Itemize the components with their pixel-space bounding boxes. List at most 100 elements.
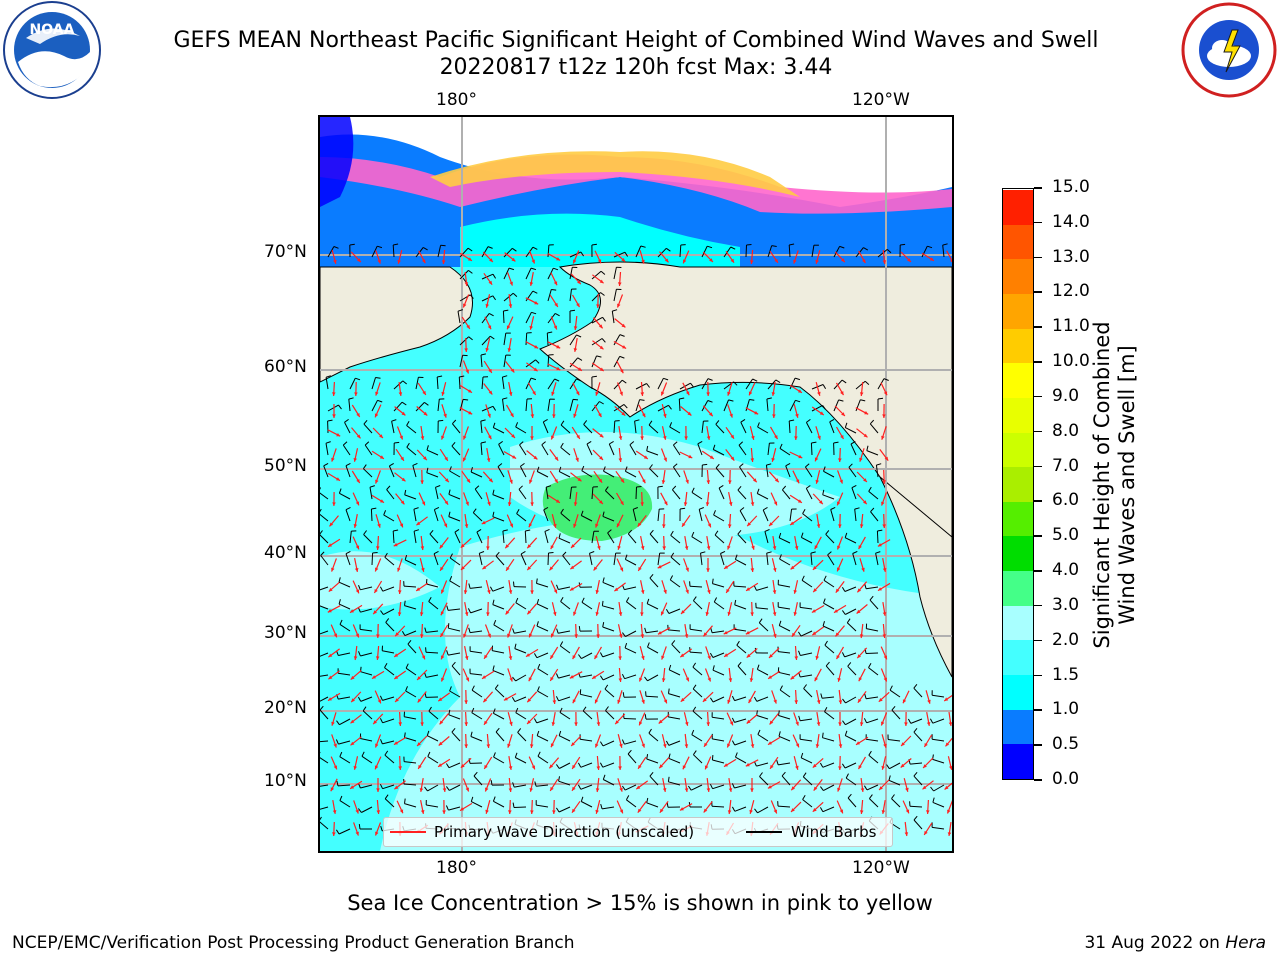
wind-barb-flag: [559, 641, 564, 647]
wave-arrow-head: [485, 304, 489, 308]
wind-barb: [426, 583, 439, 588]
wave-arrow-head: [420, 436, 425, 440]
wind-barb: [502, 310, 505, 324]
wave-arrow-head: [554, 478, 558, 483]
wind-barb: [781, 775, 791, 786]
wave-arrow-head: [620, 369, 624, 374]
wind-barb: [470, 586, 483, 589]
wind-barb: [672, 489, 681, 500]
wave-arrow-head: [863, 500, 867, 505]
wave-arrow-head: [574, 634, 578, 638]
wind-barb: [558, 586, 571, 590]
wind-barb-flag: [582, 706, 587, 712]
wave-arrow-head: [486, 546, 490, 550]
wind-barb-flag: [448, 511, 451, 517]
wind-barb: [602, 740, 615, 747]
wind-barb-flag: [544, 528, 550, 532]
wind-barb-flag: [621, 379, 627, 384]
wave-arrow-head: [703, 808, 708, 813]
wave-arrow-head: [484, 764, 488, 769]
wind-barb: [583, 424, 593, 434]
wind-barb-flag: [605, 706, 609, 711]
wave-arrow-head: [420, 546, 425, 550]
wave-arrow-head: [857, 698, 862, 703]
wind-barb: [580, 738, 593, 742]
wave-arrow-head: [837, 677, 841, 682]
wind-barb: [405, 667, 417, 676]
wind-barb-flag: [362, 464, 367, 469]
wind-barb-flag: [467, 247, 473, 252]
wind-barb-flag: [599, 652, 604, 658]
wind-barb: [876, 530, 879, 544]
wave-arrow-head: [769, 654, 773, 658]
wave-arrow-head: [864, 411, 869, 415]
wind-barb: [646, 802, 659, 808]
wave-arrow-head: [814, 457, 819, 462]
wind-barb: [413, 531, 417, 544]
wave-arrow-head: [882, 524, 886, 528]
wind-barb: [320, 821, 329, 830]
wind-barb: [779, 558, 791, 566]
wave-arrow-head: [573, 413, 577, 418]
wind-barb: [846, 622, 857, 632]
wind-barb-flag: [854, 507, 860, 510]
wind-barb-flag: [580, 251, 585, 257]
wind-barb-flag: [666, 247, 671, 252]
wind-barb: [624, 784, 637, 791]
wind-barb-flag: [533, 653, 538, 658]
wind-barb-flag: [731, 695, 736, 701]
wind-barb: [515, 757, 527, 764]
wave-arrow-head: [661, 391, 665, 396]
wave-arrow-head: [554, 302, 558, 307]
wave-arrow-head: [372, 675, 376, 679]
wind-barb-flag: [789, 243, 795, 246]
wind-barb: [569, 334, 577, 346]
wave-arrow-head: [351, 698, 355, 703]
wave-arrow-head: [332, 832, 336, 836]
wind-barb: [451, 731, 461, 742]
wind-barb-flag: [864, 693, 867, 699]
wave-direction-arrow: [946, 250, 952, 263]
wind-barb: [822, 806, 835, 813]
wind-barb: [342, 444, 351, 456]
wave-arrow-head: [333, 259, 337, 264]
colorbar-label-line1: Significant Height of Combined: [1090, 321, 1114, 649]
wind-barb-flag: [649, 529, 654, 535]
wind-barb-flag: [757, 729, 761, 735]
wind-barb: [426, 804, 439, 808]
wave-arrow-head: [394, 741, 398, 745]
wind-barb-flag: [572, 398, 579, 401]
wave-arrow-head: [790, 565, 795, 570]
wind-barb-flag: [692, 684, 697, 690]
wind-barb: [723, 399, 729, 412]
wind-barb: [547, 378, 556, 390]
wind-barb-flag: [358, 651, 361, 657]
wave-arrow-head: [859, 810, 864, 814]
wind-barb-flag: [842, 698, 846, 704]
wind-barb-flag: [380, 739, 383, 745]
wave-arrow-head: [724, 653, 729, 657]
colorbar-segment: [1003, 535, 1033, 572]
wind-barb-flag: [825, 661, 830, 667]
wave-arrow-head: [794, 700, 798, 704]
wind-barb-flag: [335, 829, 340, 835]
wind-barb-flag: [344, 418, 349, 423]
wave-arrow-head: [529, 479, 533, 484]
wind-barb-flag: [407, 639, 412, 645]
wave-arrow-head: [595, 523, 599, 528]
wave-arrow-head: [532, 391, 536, 395]
wind-barb: [845, 696, 857, 704]
wind-barb-flag: [576, 334, 582, 338]
wave-arrow-head: [376, 546, 380, 550]
wind-barb-flag: [810, 551, 816, 554]
wind-barb-flag: [759, 772, 763, 777]
wind-barb-flag: [766, 551, 772, 554]
wind-barb: [360, 696, 373, 702]
wind-barb: [715, 467, 725, 478]
wind-barb: [320, 696, 329, 702]
wave-arrow-head: [507, 348, 512, 352]
wind-barb-flag: [830, 506, 836, 510]
wind-barb: [433, 509, 439, 522]
wind-barb-flag: [470, 731, 473, 737]
wind-barb: [320, 534, 329, 544]
